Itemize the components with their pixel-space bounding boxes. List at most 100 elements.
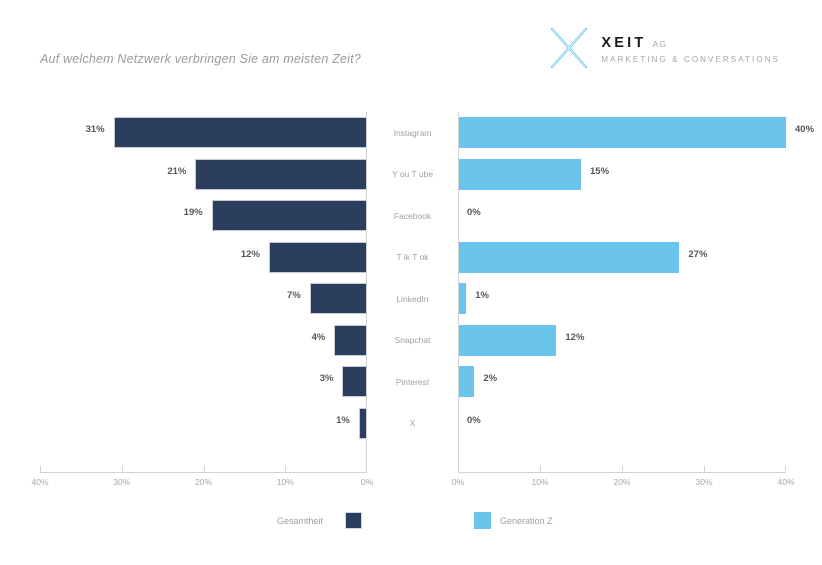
chart-bar-value-label: 2% <box>483 373 498 384</box>
chart-bar-band: 1% <box>458 278 786 320</box>
chart-bar-band: 21% <box>40 154 367 196</box>
axis-tick-label: 40% <box>31 477 49 487</box>
chart-bar-value-label: 40% <box>795 124 815 135</box>
chart-bar-value-label: 31% <box>85 124 105 135</box>
chart-bar[interactable] <box>458 158 581 190</box>
axis-tick <box>366 466 367 473</box>
category-band: Instagram <box>367 112 458 154</box>
axis-tick-label: 30% <box>113 477 131 487</box>
axis-tick-label: 10% <box>531 477 549 487</box>
category-band: T ik T ok <box>367 237 458 279</box>
axis-tick <box>203 466 205 473</box>
axis-tick-label: 0% <box>360 477 374 487</box>
chart-bar-value-label: 21% <box>167 165 187 177</box>
axis-tick <box>121 466 123 473</box>
category-band: X <box>367 403 458 445</box>
chart-panel-generation-z: 40% 15% 0% 27% 1% 12% 2% 0% <box>458 112 814 445</box>
brand-suffix: AG <box>652 38 668 49</box>
axis-tick <box>704 466 705 473</box>
axis-tick <box>540 466 541 473</box>
chart-bar-value-label: 7% <box>287 290 301 301</box>
chart-bar-band: 0% <box>458 403 786 445</box>
category-label-youtube: Y ou T ube <box>391 169 434 180</box>
category-label-pinterest: Pinterest <box>395 376 430 387</box>
category-label-linkedin: LinkedIn <box>396 293 429 304</box>
baseline-left <box>366 112 367 466</box>
chart-bar-band: 0% <box>458 195 786 237</box>
chart-bar-value-label: 12% <box>240 248 260 260</box>
axis-tick-label: 20% <box>613 477 631 487</box>
axis-tick-label: 30% <box>695 477 713 487</box>
category-label-snapchat: Snapchat <box>394 335 431 346</box>
x-axis-generation-z: 0% 10% 20% 30% 40% <box>452 464 795 494</box>
chart-bar-value-label: 1% <box>475 290 489 301</box>
legend-item-generation-z[interactable]: Generation Z <box>474 512 553 529</box>
axis-tick-label: 20% <box>194 477 213 487</box>
chart-bar[interactable] <box>195 158 367 190</box>
legend-swatch-icon <box>345 512 363 529</box>
chart-bar-value-label: 15% <box>590 165 610 177</box>
axis-tick <box>285 466 287 473</box>
axis-tick <box>622 466 623 473</box>
chart-bar[interactable] <box>458 117 786 148</box>
chart-bar-band: 31% <box>40 112 367 154</box>
chart-bar-band: 3% <box>40 361 367 403</box>
brand-name: XEIT <box>601 34 647 51</box>
page-title: Auf welchem Netzwerk verbringen Sie am m… <box>40 52 361 66</box>
legend-label: Gesamtheit <box>277 515 324 526</box>
chart-bar[interactable] <box>211 200 367 231</box>
brand-text: XEIT AG MARKETING & CONVERSATIONS <box>601 33 780 64</box>
category-label-facebook: Facebook <box>393 210 432 221</box>
chart-bar[interactable] <box>458 324 557 356</box>
legend-item-gesamtheit[interactable]: Gesamtheit <box>277 512 363 529</box>
legend-swatch-icon <box>474 512 491 529</box>
chart-bar-value-label: 27% <box>688 248 708 260</box>
chart-bar-value-label: 3% <box>319 373 334 384</box>
chart-bar-value-label: 19% <box>183 207 203 218</box>
category-label-tiktok: T ik T ok <box>396 252 429 263</box>
chart-panel-gesamtheit: 31% 21% 19% 12% 7% 4% 3% 1% <box>40 112 367 444</box>
axis-tick <box>785 466 786 473</box>
chart-bar[interactable] <box>268 241 367 273</box>
axis-tick <box>458 466 459 473</box>
category-label-x: X <box>409 418 416 429</box>
chart-bar-value-label: 12% <box>565 331 585 343</box>
chart-bar-value-label: 0% <box>467 207 481 218</box>
chart-bar[interactable] <box>342 366 367 397</box>
x-axis-gesamtheit: 40% 30% 20% 10% 0% <box>31 464 373 494</box>
chart-bar-band: 40% <box>458 112 814 154</box>
chart-bar-band: 12% <box>40 237 367 279</box>
chart-legend: Gesamtheit Generation Z <box>0 512 822 538</box>
chart-bar-band: 19% <box>40 195 367 237</box>
baseline-right <box>458 112 459 466</box>
legend-label: Generation Z <box>500 515 553 526</box>
chart-bar-band: 12% <box>458 320 786 362</box>
axis-tick <box>40 466 41 473</box>
axis-tick-label: 40% <box>777 477 795 487</box>
x-logo-icon <box>551 27 588 69</box>
category-label-instagram: Instagram <box>393 127 432 138</box>
axis-tick-label: 0% <box>451 477 465 487</box>
chart-bar-value-label: 4% <box>311 331 326 343</box>
chart-bar[interactable] <box>309 283 367 314</box>
category-band: Pinterest <box>367 361 458 403</box>
chart-bar[interactable] <box>458 366 475 397</box>
chart-bar[interactable] <box>113 117 367 148</box>
chart-bar[interactable] <box>334 324 367 356</box>
chart-bar-band: 4% <box>40 320 367 362</box>
chart-bar[interactable] <box>458 283 467 314</box>
chart-bar-band: 2% <box>458 361 786 403</box>
chart-bar-value-label: 1% <box>336 414 350 426</box>
chart-bar-band: 27% <box>458 237 786 279</box>
chart-bar-value-label: 0% <box>467 414 481 426</box>
chart-bar-band: 15% <box>458 154 786 196</box>
chart-bar[interactable] <box>458 241 680 273</box>
brand-name-row: XEIT AG <box>601 35 780 51</box>
chart-bar-band: 1% <box>40 403 367 445</box>
category-labels: Instagram Y ou T ube Facebook T ik T ok Link… <box>367 112 458 444</box>
category-band: LinkedIn <box>367 278 458 320</box>
brand-logo: XEIT AG MARKETING & CONVERSATIONS <box>547 26 780 70</box>
axis-tick-label: 10% <box>276 477 294 487</box>
brand-tagline: MARKETING & CONVERSATIONS <box>601 54 780 64</box>
